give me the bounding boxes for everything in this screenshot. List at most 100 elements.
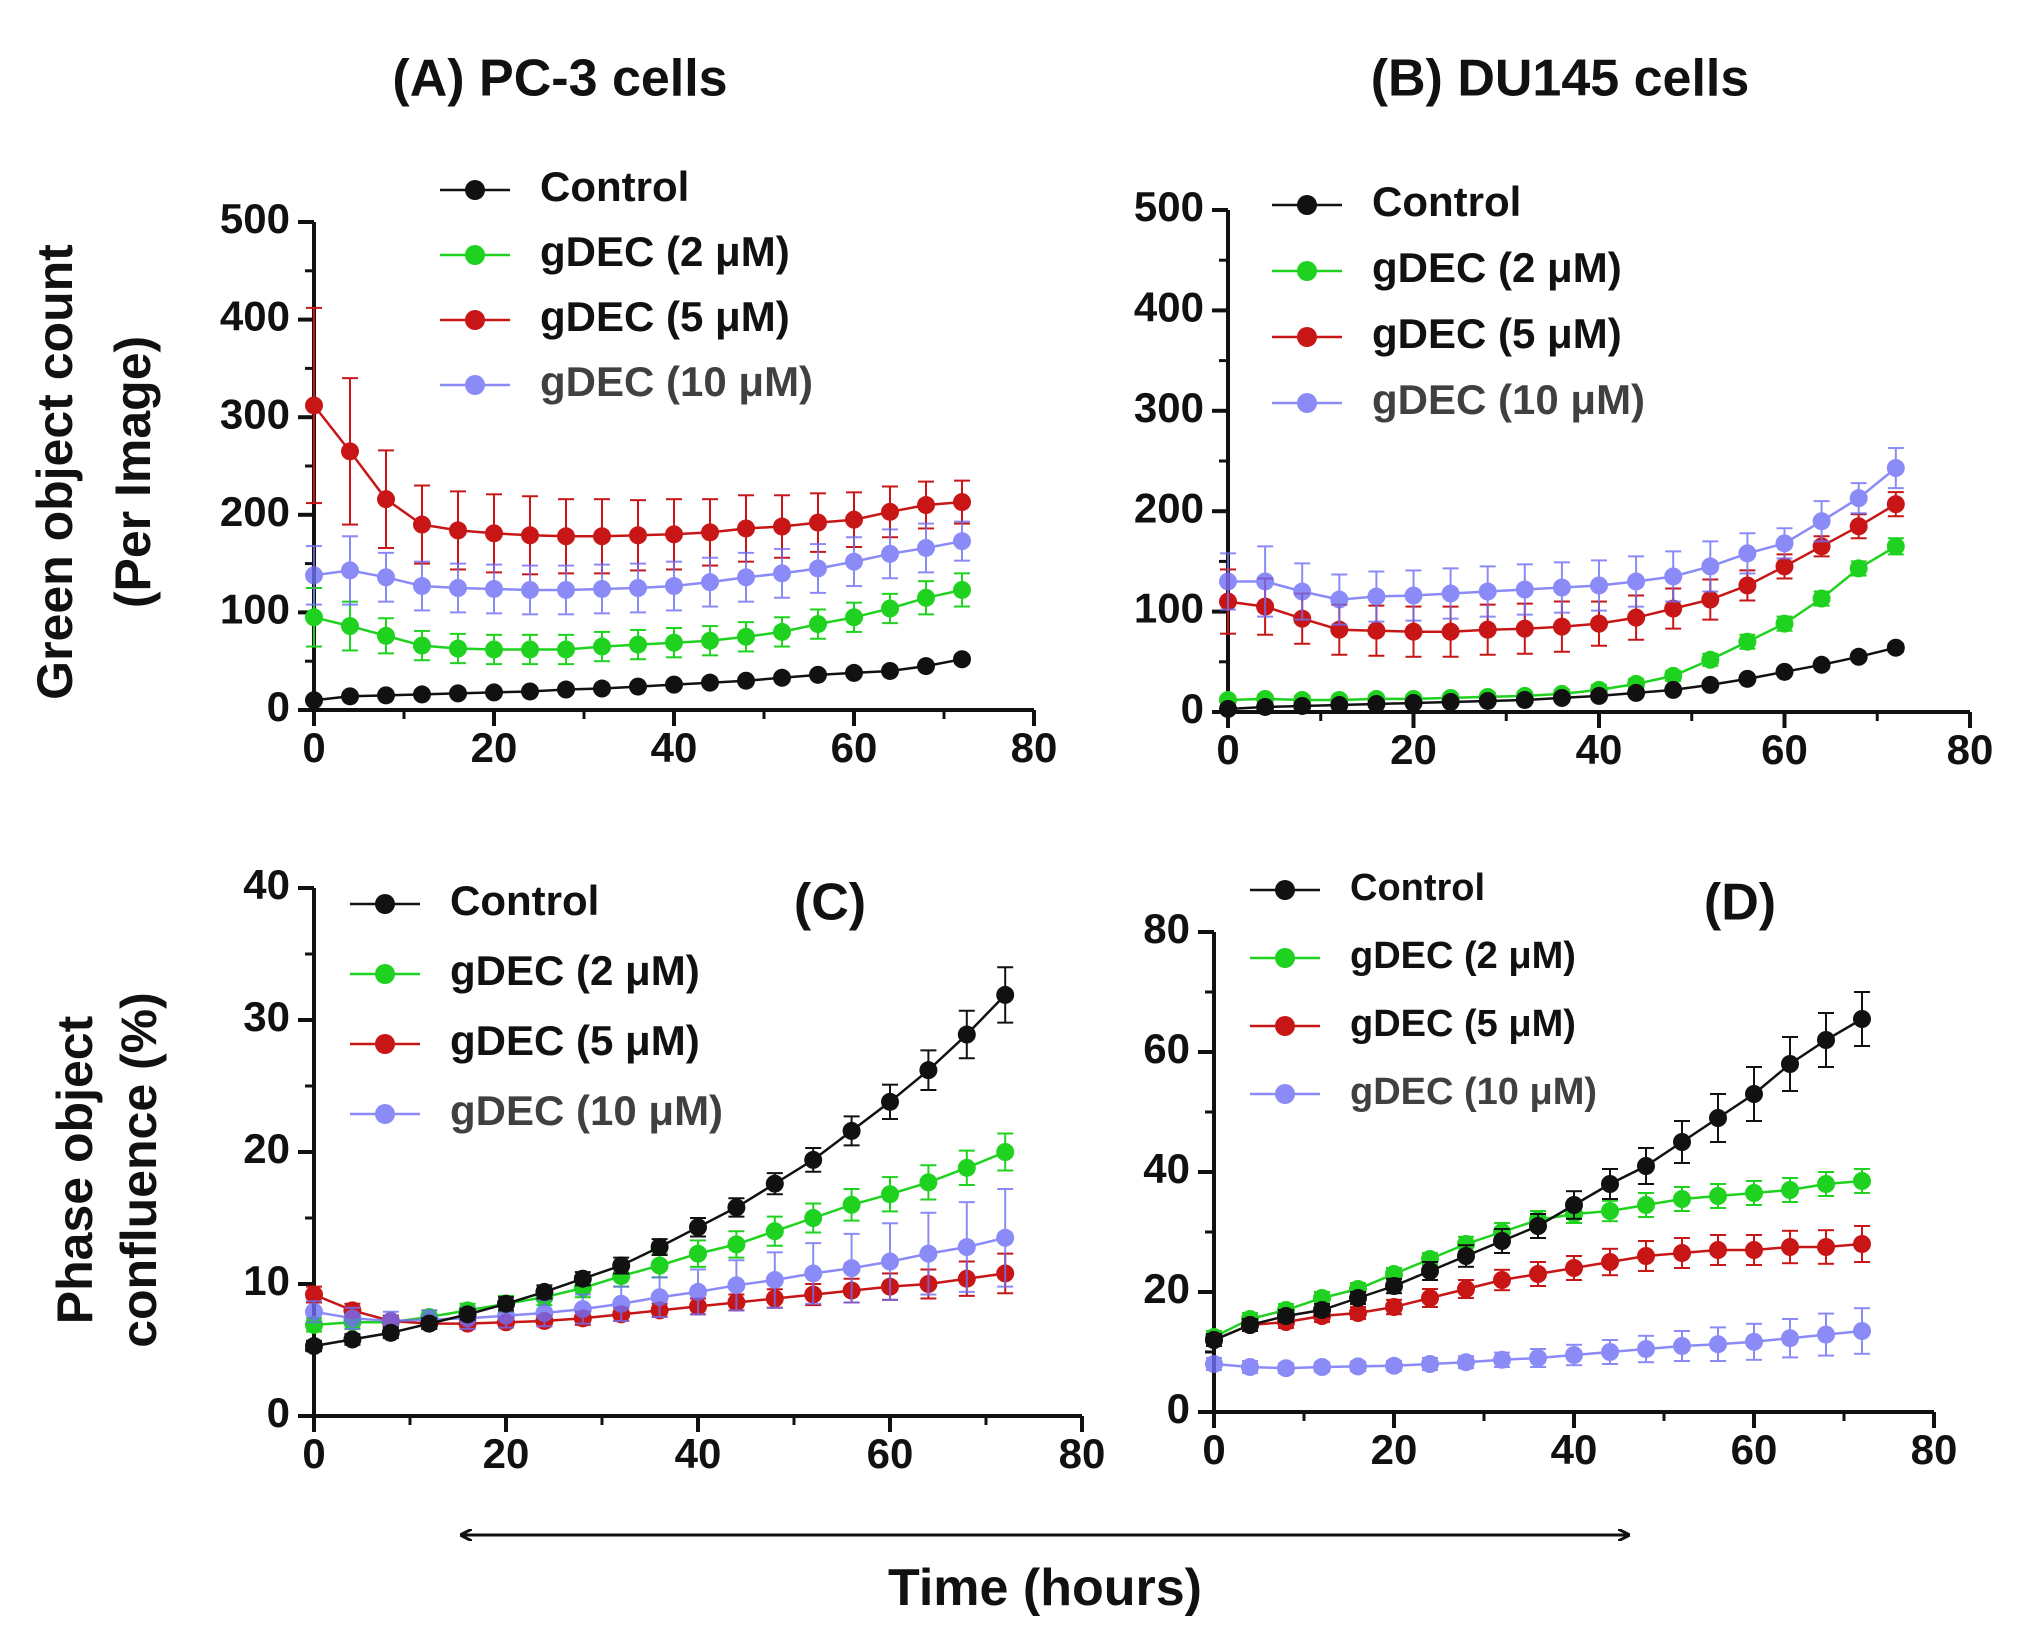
panel-b-point	[1664, 567, 1683, 586]
panel-d-point	[1745, 1085, 1763, 1103]
legend-marker	[1275, 1016, 1295, 1036]
panel-a-point	[485, 683, 503, 702]
panel-b-point	[1515, 690, 1534, 709]
panel-d-title: (D)	[1704, 874, 1776, 932]
legend-label: gDEC (10 μM)	[1372, 376, 1645, 423]
panel-c-legend-item-control: Control	[350, 877, 599, 924]
panel-c-point	[919, 1061, 938, 1080]
panel-b-xtick-label: 60	[1761, 726, 1808, 773]
panel-a-series-control	[305, 650, 971, 710]
panel-c-point	[765, 1271, 784, 1290]
panel-a-point	[773, 564, 791, 583]
legend-label: gDEC (10 μM)	[540, 358, 813, 405]
legend-marker	[375, 1034, 395, 1054]
panel-d-point	[1385, 1298, 1403, 1316]
panel-c-point	[343, 1330, 362, 1349]
panel-c-point	[305, 1315, 323, 1334]
panel-c-ytick-label: 20	[243, 1125, 290, 1172]
panel-d-point	[1349, 1289, 1367, 1307]
panel-c-point	[305, 1285, 323, 1304]
panel-c-point	[573, 1269, 592, 1288]
panel-a-point	[341, 687, 359, 706]
panel-a-point	[413, 515, 431, 534]
legend-marker	[1297, 261, 1317, 281]
panel-b-point	[1886, 459, 1905, 478]
panel-c-legend-item-gdec-2-m: gDEC (2 μM)	[350, 947, 700, 994]
panel-d-legend-item-control: Control	[1250, 867, 1485, 909]
panel-c-xtick-label: 0	[302, 1430, 325, 1477]
panel-c-point	[689, 1218, 707, 1237]
panel-a-point	[377, 686, 395, 705]
panel-b-point	[1664, 599, 1683, 618]
panel-b-point	[1293, 582, 1312, 601]
panel-d-point	[1817, 1031, 1835, 1049]
panel-b-point	[1590, 686, 1608, 705]
panel-a-point	[665, 577, 683, 596]
panel-a-point	[773, 668, 791, 687]
panel-c-point	[842, 1195, 861, 1214]
panel-c-point	[881, 1252, 899, 1271]
panel-c-point	[996, 1143, 1015, 1161]
legend-label: gDEC (5 μM)	[1350, 1003, 1576, 1045]
panel-b-point	[1849, 489, 1868, 508]
legend-label: gDEC (10 μM)	[1350, 1071, 1597, 1113]
panel-d-ytick-label: 80	[1143, 905, 1190, 952]
panel-a-point	[377, 568, 395, 587]
panel-a-point	[701, 673, 719, 692]
panel-b-point	[1812, 589, 1831, 608]
panel-d-point	[1565, 1259, 1583, 1277]
panel-d-point	[1853, 1322, 1871, 1340]
panel-b-point	[1775, 534, 1794, 553]
panel-b-xtick-label: 20	[1390, 726, 1437, 773]
panel-b-point	[1552, 617, 1571, 636]
panel-b-point	[1478, 620, 1497, 639]
panel-a-point	[305, 608, 323, 627]
panel-a-point	[413, 577, 431, 596]
panel-b-legend-item-control: Control	[1272, 178, 1521, 225]
panel-d-point	[1493, 1271, 1511, 1289]
panel-a-point	[449, 579, 467, 597]
panel-c-point	[881, 1092, 899, 1111]
panel-c-ytick-label: 30	[243, 993, 290, 1040]
panel-a-point	[449, 521, 467, 540]
panel-a-point	[665, 633, 683, 652]
panel-c-xtick-label: 80	[1059, 1430, 1106, 1477]
panel-b-ytick-label: 500	[1134, 183, 1204, 230]
panel-d-point	[1637, 1196, 1655, 1214]
panel-a-point	[845, 510, 863, 529]
panel-a-point	[593, 679, 611, 698]
panel-d-point	[1817, 1325, 1835, 1344]
panel-d-point	[1781, 1055, 1799, 1073]
panel-c-point	[996, 1228, 1015, 1247]
legend-label: gDEC (2 μM)	[540, 228, 790, 275]
shared-xlabel: Time (hours)	[888, 1559, 1202, 1617]
panel-d-ytick-label: 0	[1167, 1385, 1190, 1432]
panel-d-point	[1637, 1340, 1655, 1358]
panel-a-point	[773, 517, 791, 536]
panel-d-point	[1493, 1350, 1511, 1369]
panel-a-xtick-label: 0	[302, 724, 325, 771]
panel-a-point	[521, 526, 539, 545]
panel-b-point	[1515, 580, 1534, 599]
panel-a-point	[557, 640, 575, 659]
panel-b-point	[1219, 572, 1237, 591]
panel-a-point	[593, 637, 611, 656]
panel-a-point	[953, 532, 971, 551]
panel-d-point	[1529, 1349, 1547, 1367]
panel-c-point	[727, 1235, 746, 1254]
panel-d-point	[1241, 1316, 1259, 1334]
legend-label: gDEC (5 μM)	[1372, 310, 1622, 357]
chart-panel-a: (A) PC-3 cells 0 100 200 300 400 500 0 20 40 60 80 C…	[220, 50, 1057, 771]
panel-a-series-gdec-5-m	[305, 306, 971, 576]
panel-d-point	[1601, 1202, 1619, 1220]
panel-c-point	[612, 1256, 631, 1275]
panel-a-point	[521, 682, 539, 701]
panel-a-point	[701, 523, 719, 542]
panel-b-point	[1738, 576, 1757, 595]
panel-c-point	[804, 1209, 823, 1227]
chart-panel-d: (D) 0 20 40 60 80 0 20 40 60 80 Control gDEC (2 μM) g…	[1143, 867, 1957, 1473]
panel-a-title: (A) PC-3 cells	[392, 50, 727, 108]
panel-a-point	[341, 561, 359, 580]
panel-a-xtick-label: 20	[471, 724, 518, 771]
panel-b-point	[1367, 621, 1386, 640]
